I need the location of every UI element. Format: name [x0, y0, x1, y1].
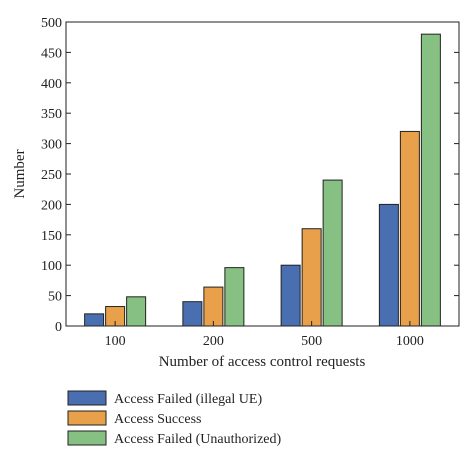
plot-frame: [65, 21, 460, 327]
y-tick-label: 300: [41, 138, 62, 153]
bar-2-500: [301, 228, 322, 327]
bar-3-200: [224, 267, 245, 327]
bars-group: [84, 33, 441, 327]
legend-swatch: [67, 390, 107, 406]
y-tick-label: 200: [41, 198, 62, 213]
bar-1-200: [182, 301, 203, 327]
bar-3-100: [126, 296, 147, 327]
bar-1-100: [84, 313, 105, 327]
legend-label: Access Failed (Unauthorized): [114, 432, 281, 447]
x-axis-label: Number of access control requests: [159, 354, 366, 370]
y-tick-label: 250: [41, 168, 62, 183]
x-axis-ticks: 100 200 500 1000: [105, 321, 424, 349]
y-tick-label: 450: [41, 46, 62, 61]
bar-2-200: [203, 286, 224, 327]
bar-2-1000: [399, 130, 420, 327]
y-tick-label: 100: [41, 259, 62, 274]
bar-3-1000: [420, 33, 441, 327]
y-tick-label: 50: [48, 290, 62, 305]
y-axis-label: Number: [12, 149, 28, 198]
y-tick-label: 400: [41, 77, 62, 92]
legend-swatch: [67, 430, 107, 446]
legend-label: Access Failed (illegal UE): [114, 392, 262, 407]
x-tick-label: 500: [301, 334, 322, 349]
y-tick-label: 500: [41, 16, 62, 31]
y-tick-label: 150: [41, 229, 62, 244]
legend-label: Access Success: [114, 412, 201, 427]
bar-1-500: [280, 264, 301, 327]
bar-1-1000: [378, 203, 399, 327]
legend: Access Failed (illegal UE) Access Success…: [67, 390, 281, 447]
bar-3-500: [322, 179, 343, 327]
x-tick-label: 1000: [396, 334, 424, 349]
x-tick-label: 200: [203, 334, 224, 349]
y-axis-ticks: 0 50 100 150 200 250 300 350 400 450 500: [41, 16, 459, 335]
x-tick-label: 100: [105, 334, 126, 349]
y-tick-label: 0: [55, 320, 62, 335]
legend-swatch: [67, 410, 107, 426]
y-tick-label: 350: [41, 107, 62, 122]
